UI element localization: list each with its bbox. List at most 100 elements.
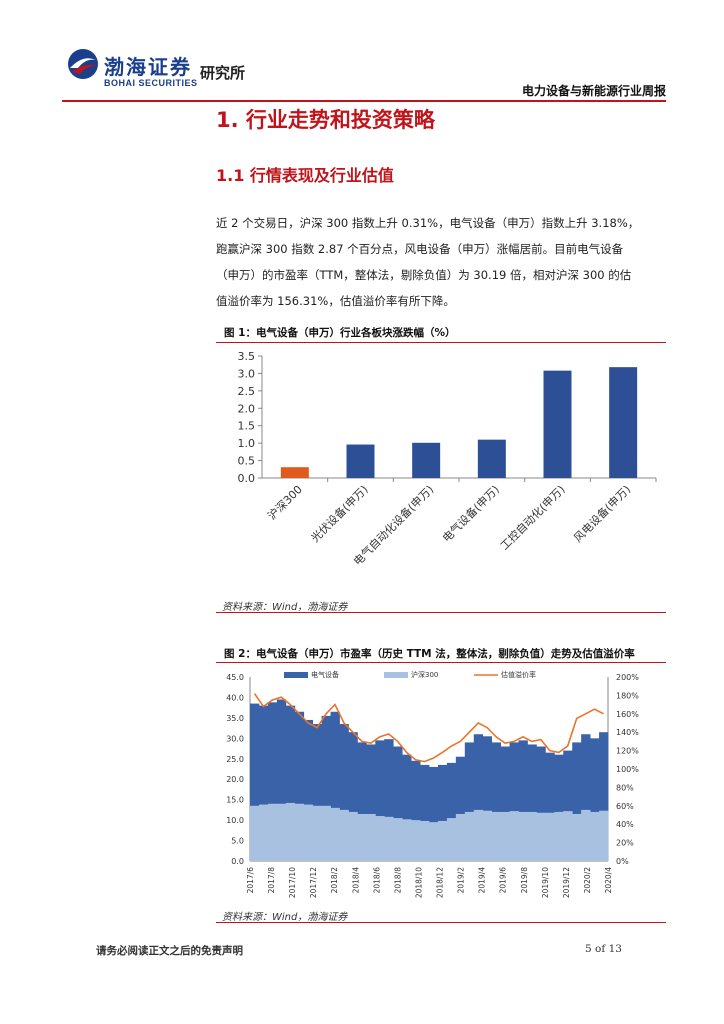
pe-bar — [402, 754, 412, 861]
pe-bar — [393, 746, 403, 861]
x-tick-label: 2017/12 — [309, 867, 318, 898]
y-tick-label: 1.0 — [238, 437, 256, 450]
report-type: 电力设备与新能源行业周报 — [521, 84, 666, 98]
hs300-bar — [366, 813, 376, 861]
hs300-bar — [590, 811, 600, 861]
y-tick-label: 2.5 — [238, 385, 256, 398]
x-tick-label: 2018/2 — [330, 867, 339, 894]
x-tick-label: 2019/2 — [457, 867, 466, 894]
hs300-bar — [518, 811, 528, 861]
left-tick-label: 30.0 — [226, 734, 244, 743]
hs300-bar — [446, 818, 457, 861]
hs300-bar — [437, 820, 448, 861]
pe-bar — [482, 736, 493, 861]
hs300-bar — [250, 805, 260, 861]
x-tick-label: 2019/6 — [499, 867, 508, 894]
pe-bar — [267, 702, 278, 861]
section-heading: 1. 行业走势和投资策略 — [216, 108, 435, 132]
pe-bar — [303, 719, 314, 861]
pe-bar — [581, 734, 591, 861]
hs300-bar — [402, 819, 412, 861]
x-tick-label: 沪深300 — [265, 482, 305, 522]
pe-bar — [446, 762, 457, 861]
x-tick-label: 2019/10 — [541, 867, 550, 898]
pe-bar — [321, 715, 331, 861]
pe-bar — [464, 742, 475, 861]
x-tick-label: 2019/4 — [478, 867, 487, 894]
right-tick-label: 60% — [616, 802, 634, 811]
hs300-bar — [294, 803, 305, 861]
hs300-bar — [545, 812, 555, 861]
pe-bar — [285, 705, 296, 861]
x-tick-label: 2020/4 — [604, 867, 613, 894]
logo-chinese-name: 渤海证券 — [104, 55, 192, 79]
figure2-bottom-rule — [216, 922, 666, 923]
figure2-top-rule — [216, 662, 666, 663]
hs300-bar — [267, 803, 278, 861]
y-tick-label: 3.5 — [238, 350, 256, 363]
bohai-logo-icon — [68, 49, 98, 79]
figure1-source: 资料来源：Wind，渤海证券 — [222, 602, 348, 613]
hs300-bar — [258, 804, 269, 861]
pe-bar — [491, 742, 501, 861]
hs300-bar — [375, 816, 385, 861]
hs300-bar — [527, 811, 537, 861]
figure2-caption: 图 2：电气设备（申万）市盈率（历史 TTM 法，整体法，剔除负值）走势及估值溢… — [224, 648, 635, 660]
figure2-source: 资料来源：Wind，渤海证券 — [222, 912, 348, 923]
pe-bar — [411, 760, 421, 861]
legend-label: 估值溢价率 — [501, 670, 536, 679]
hs300-bar — [464, 811, 475, 861]
pe-bar — [429, 766, 439, 861]
hs300-bar — [509, 811, 519, 861]
pe-bar — [536, 746, 546, 861]
x-tick-label: 光伏设备(申万) — [308, 482, 371, 545]
hs300-bar — [393, 818, 403, 861]
hs300-bar — [491, 811, 501, 861]
x-tick-label: 2017/10 — [288, 867, 297, 898]
paragraph-line: 近 2 个交易日，沪深 300 指数上升 0.31%，电气设备（申万）指数上升 … — [216, 216, 640, 230]
hs300-bar — [572, 813, 582, 861]
hs300-bar — [581, 809, 591, 861]
pe-bar — [348, 732, 358, 861]
hs300-bar — [330, 807, 340, 861]
pe-bar — [455, 756, 466, 861]
pe-bar — [437, 764, 448, 861]
pe-bar — [366, 744, 376, 861]
left-tick-label: 45.0 — [226, 673, 244, 682]
bar — [412, 442, 441, 478]
hs300-bar — [348, 811, 358, 861]
hs300-bar — [384, 816, 394, 861]
pe-bar — [599, 732, 609, 861]
left-tick-label: 25.0 — [226, 755, 244, 764]
pe-bar — [357, 742, 367, 861]
pe-bar — [572, 742, 582, 861]
hs300-bar — [411, 820, 421, 861]
y-tick-label: 1.5 — [238, 420, 256, 433]
hs300-bar — [599, 810, 609, 861]
left-tick-label: 40.0 — [226, 693, 244, 702]
x-tick-label: 2018/4 — [351, 867, 360, 894]
x-tick-label: 2020/2 — [583, 867, 592, 894]
figure1-caption: 图 1：电气设备（申万）行业各板块涨跌幅（%） — [224, 327, 456, 339]
subsection-heading: 1.1 行情表现及行业估值 — [216, 166, 394, 185]
logo-english-name: BOHAI SECURITIES — [104, 78, 198, 88]
hs300-bar — [276, 803, 287, 861]
right-tick-label: 200% — [616, 673, 639, 682]
legend-swatch — [384, 672, 408, 678]
right-tick-label: 80% — [616, 783, 634, 792]
page-number: 5 of 13 — [585, 943, 622, 955]
figure1-top-rule — [216, 342, 666, 343]
hs300-bar — [563, 811, 573, 861]
right-tick-label: 120% — [616, 747, 639, 756]
x-tick-label: 2017/6 — [246, 867, 255, 894]
legend-label: 电气设备 — [311, 670, 339, 679]
disclaimer-note: 请务必阅读正文之后的免责声明 — [96, 945, 243, 957]
hs300-bar — [357, 813, 367, 861]
pe-bar — [545, 752, 555, 861]
pe-bar — [590, 738, 600, 861]
left-tick-label: 15.0 — [226, 796, 244, 805]
institute-name: 研究所 — [200, 64, 246, 82]
right-tick-label: 140% — [616, 728, 639, 737]
bar — [609, 367, 638, 478]
x-tick-label: 2017/8 — [267, 867, 276, 894]
